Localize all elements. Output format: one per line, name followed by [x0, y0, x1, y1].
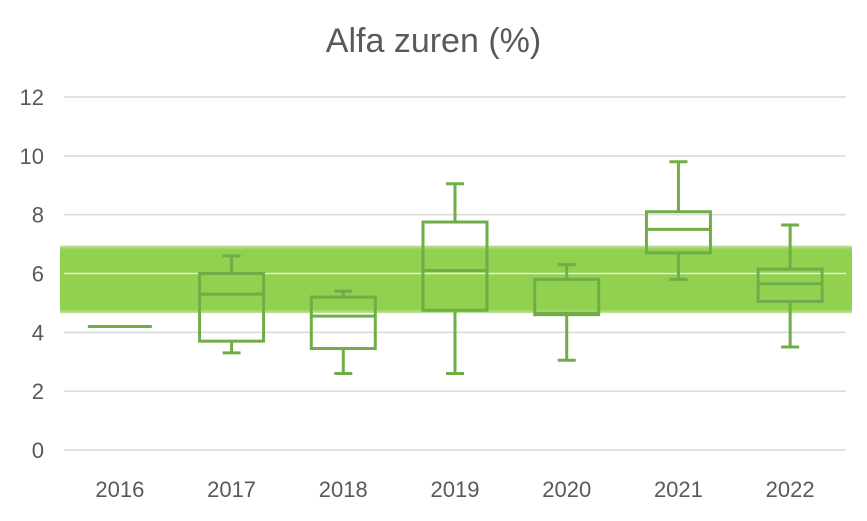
box-2018 — [309, 289, 377, 376]
box-iqr-2021 — [644, 210, 712, 255]
x-tick-label-2021: 2021 — [654, 477, 703, 502]
box-2021 — [644, 160, 712, 281]
box-iqr-2018 — [309, 295, 377, 351]
x-tick-label-2019: 2019 — [431, 477, 480, 502]
box-iqr-2017 — [198, 272, 266, 343]
y-tick-label-4: 4 — [32, 320, 44, 345]
y-tick-label-12: 12 — [20, 85, 44, 110]
chart-title: Alfa zuren (%) — [325, 22, 542, 60]
y-tick-label-6: 6 — [32, 262, 44, 287]
y-tick-label-0: 0 — [32, 438, 44, 463]
x-tick-label-2017: 2017 — [207, 477, 256, 502]
y-tick-label-8: 8 — [32, 203, 44, 228]
box-2019 — [421, 182, 489, 376]
x-tick-label-2020: 2020 — [542, 477, 591, 502]
x-tick-label-2016: 2016 — [95, 477, 144, 502]
box-2020 — [533, 263, 601, 362]
box-2022 — [756, 223, 824, 349]
reference-band — [60, 245, 852, 314]
y-tick-label-10: 10 — [20, 144, 44, 169]
x-tick-label-2018: 2018 — [319, 477, 368, 502]
box-2017 — [198, 254, 266, 355]
box-iqr-2019 — [421, 220, 489, 312]
x-tick-label-2022: 2022 — [766, 477, 815, 502]
y-tick-label-2: 2 — [32, 379, 44, 404]
